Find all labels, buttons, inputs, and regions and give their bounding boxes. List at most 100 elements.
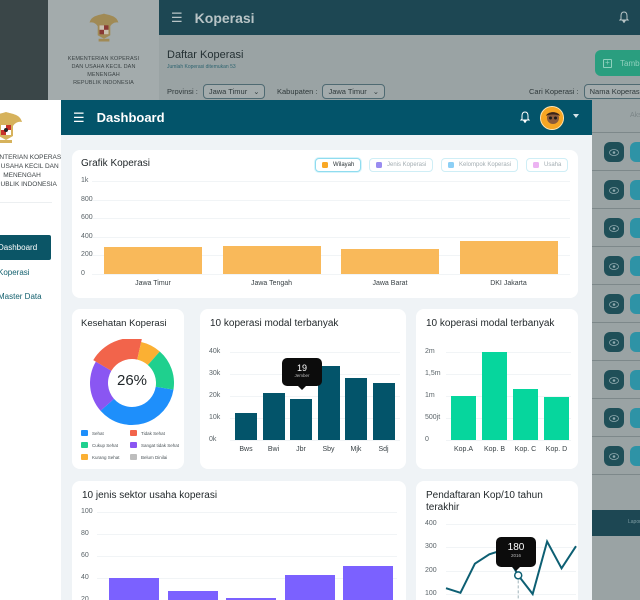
donut-slice[interactable] [137, 342, 160, 365]
grid-line [230, 396, 400, 397]
avatar[interactable] [540, 106, 564, 130]
eye-icon[interactable] [604, 218, 624, 238]
sidebar-org-name: KEMENTERIAN KOPERASI DAN USAHA KECIL DAN… [0, 154, 61, 188]
sidebar-divider [0, 202, 52, 203]
garuda-logo-icon [89, 13, 118, 42]
grid-line [446, 440, 571, 441]
legend-item: Sehat [81, 430, 104, 436]
y-axis-tick: 100 [425, 590, 437, 597]
bg-page-subtitle: Jumlah Koperasi ditemukan 53 [167, 64, 236, 70]
bar[interactable] [343, 565, 393, 600]
x-axis-label: Kop. D [545, 446, 568, 453]
bar[interactable] [284, 574, 335, 600]
bg-kabupaten-select[interactable]: Jawa Timur ⌄ [322, 84, 386, 99]
sidebar-item-dashboard[interactable]: Dashboard [0, 235, 51, 260]
bg-search-filter: Cari Koperasi : Nama Koperasi [529, 84, 640, 99]
bg-sidebar: KEMENTERIAN KOPERASI DAN USAHA KECIL DAN… [48, 0, 159, 100]
bg-actions-header: Aksi [592, 100, 640, 133]
edit-pencil-icon[interactable] [630, 180, 640, 200]
bar[interactable] [226, 597, 276, 600]
grid-line [92, 218, 570, 220]
eye-icon[interactable] [604, 332, 624, 352]
x-axis-label: Bwi [267, 446, 280, 453]
pendaftaran-title: Pendaftaran Kop/10 tahun terakhir [426, 490, 543, 513]
bg-org-name: KEMENTERIAN KOPERASI DAN USAHA KECIL DAN… [67, 56, 140, 86]
eye-icon[interactable] [604, 256, 624, 276]
bar[interactable] [345, 378, 367, 440]
edit-pencil-icon[interactable] [630, 332, 640, 352]
legend-swatch-icon [130, 442, 137, 448]
edit-pencil-icon[interactable] [630, 218, 640, 238]
bar[interactable] [104, 247, 202, 274]
legend-swatch-icon [130, 430, 137, 436]
bar[interactable] [482, 352, 507, 440]
modal2-title: 10 koperasi modal terbanyak [426, 318, 555, 329]
filter-chip-wilayah[interactable]: Wilayah [315, 158, 362, 172]
bar[interactable] [317, 366, 340, 440]
eye-icon[interactable] [604, 180, 624, 200]
eye-icon[interactable] [604, 370, 624, 390]
swatch-icon [448, 162, 454, 168]
y-axis-tick: 60 [81, 552, 89, 559]
bar[interactable] [451, 396, 476, 440]
sidebar-item-koperasi[interactable]: Koperasi [0, 268, 30, 277]
line-chart-tooltip: 180 2016 [496, 537, 536, 571]
y-axis-tick: 0 [81, 270, 85, 277]
bar[interactable] [109, 578, 159, 600]
edit-pencil-icon[interactable] [630, 370, 640, 390]
chart-tooltip: 19 Jember [282, 358, 322, 390]
grid-line [92, 199, 570, 201]
edit-pencil-icon[interactable] [630, 408, 640, 428]
bg-bell-icon[interactable] [619, 11, 629, 23]
bg-kabupaten-filter: Kabupaten : Jawa Timur ⌄ [277, 84, 386, 99]
modal1-title: 10 koperasi modal terbanyak [210, 318, 339, 329]
bell-icon[interactable] [520, 111, 530, 123]
kesehatan-title: Kesehatan Koperasi [81, 318, 167, 329]
bar[interactable] [341, 248, 439, 274]
data-point-marker[interactable] [513, 571, 523, 580]
sidebar-item-master-data[interactable]: Master Data [0, 292, 42, 301]
legend-item: Belum Dinilai [130, 454, 167, 460]
y-axis-tick: 600 [81, 214, 93, 222]
modal-terbanyak-card-1: 10 koperasi modal terbanyak 0k 10k 20k 30k 4… [200, 309, 406, 469]
x-axis-label: Sdj [378, 446, 389, 453]
eye-icon[interactable] [604, 408, 624, 428]
hamburger-menu-icon[interactable]: ☰ [73, 109, 85, 125]
grid-line [97, 534, 397, 535]
edit-pencil-icon[interactable] [630, 142, 640, 162]
eye-icon[interactable] [604, 294, 624, 314]
eye-icon[interactable] [604, 446, 624, 466]
edit-pencil-icon[interactable] [630, 256, 640, 276]
bg-table-row [592, 361, 640, 399]
eye-icon[interactable] [604, 142, 624, 162]
bar[interactable] [262, 392, 285, 440]
filter-chip-kelompok-koperasi[interactable]: Kelompok Koperasi [441, 158, 519, 172]
y-axis-tick: 100 [81, 508, 93, 515]
filter-chip-jenis-koperasi[interactable]: Jenis Koperasi [369, 158, 434, 172]
bar[interactable] [372, 382, 395, 440]
donut-slice[interactable] [90, 361, 114, 411]
edit-pencil-icon[interactable] [630, 294, 640, 314]
bg-menu-icon[interactable]: ☰ [171, 9, 183, 25]
bar[interactable] [544, 397, 569, 440]
grid-line [446, 374, 571, 375]
filter-chip-usaha[interactable]: Usaha [526, 158, 569, 172]
bar[interactable] [222, 246, 321, 274]
grafik-koperasi-card: Grafik Koperasi Wilayah Jenis Koperasi K… [72, 150, 578, 298]
bg-table-row [592, 247, 640, 285]
donut-slice[interactable] [93, 339, 142, 371]
bar[interactable] [459, 241, 558, 274]
y-axis-tick: 1,5m [425, 370, 441, 377]
donut-slice[interactable] [100, 386, 174, 425]
bar[interactable] [513, 389, 538, 440]
bar[interactable] [235, 412, 257, 440]
bg-search-input[interactable]: Nama Koperasi [583, 84, 640, 99]
grid-line [92, 236, 570, 238]
bar[interactable] [290, 399, 312, 440]
donut-slice[interactable] [147, 351, 174, 390]
bg-provinsi-select[interactable]: Jawa Timur ⌄ [202, 84, 266, 99]
bar[interactable] [167, 591, 218, 600]
edit-pencil-icon[interactable] [630, 446, 640, 466]
bg-add-button[interactable]: + Tamb [595, 50, 640, 76]
profile-dropdown-caret-icon[interactable] [573, 114, 579, 118]
